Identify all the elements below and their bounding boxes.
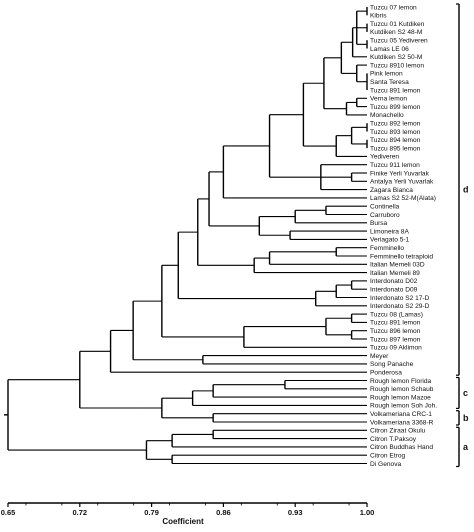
leaf-label: Interdonato D02 — [370, 278, 418, 285]
leaf-label: Femminello tetraploid — [370, 253, 433, 260]
leaf-label: Interdonato D09 — [370, 287, 418, 294]
cluster-label-a: a — [463, 442, 469, 452]
leaf-label: Tuzcu 09 Aklimon — [370, 345, 422, 352]
leaf-label: Tuzcu 07 lemon — [370, 4, 417, 11]
leaf-label: Tuzcu 911 lemon — [370, 162, 420, 169]
leaf-label: Santa Teresa — [370, 79, 409, 86]
leaf-label: Zagara Bianca — [370, 187, 413, 194]
leaf-label: Italian Memeli 03D — [370, 262, 425, 269]
leaf-label: Tuzcu 891 lemon — [370, 87, 421, 94]
leaf-label: Italian Memeli 89 — [370, 270, 420, 277]
leaf-label: Tuzcu 891 lemon — [370, 320, 421, 327]
leaf-label: Rough lemon Schaub — [370, 386, 434, 393]
leaf-label: Lamas S2 52-M(Alata) — [370, 195, 436, 202]
leaf-label: Kibris — [370, 13, 387, 20]
leaf-label: Citron Buddhas Hand — [370, 444, 433, 451]
leaf-label: Verna lemon — [370, 96, 407, 103]
leaf-label: Limoneira 8A — [370, 228, 409, 235]
x-tick-label: 0.72 — [72, 508, 87, 517]
leaf-label: Rough lemon Soh Joh. — [370, 403, 437, 410]
leaf-label: Tuzcu 892 lemon — [370, 121, 421, 128]
leaf-label: Interdonato S2 29-D — [370, 303, 430, 310]
leaf-label: Citron T.Paksoy — [370, 436, 417, 443]
leaf-label: Rough lemon Florida — [370, 378, 432, 385]
leaf-label: Tuzcu 899 lemon — [370, 104, 421, 111]
leaf-label: Pink lemon — [370, 71, 403, 78]
leaf-label: Tuzcu 08 (Lamas) — [370, 311, 423, 318]
cluster-label-b: b — [463, 413, 469, 423]
leaf-label: Tuzcu 894 lemon — [370, 137, 421, 144]
leaf-label: Carruboro — [370, 212, 400, 219]
leaf-label: Tuzcu 8910 lemon — [370, 62, 424, 69]
x-tick-label: 0.65 — [1, 508, 16, 517]
leaf-label: Volkameriana 3368-R — [370, 419, 434, 426]
x-tick-label: 0.86 — [216, 508, 231, 517]
leaf-label: Song Panache — [370, 361, 414, 368]
leaf-label: Tuzcu 896 lemon — [370, 328, 421, 335]
leaf-label: Tuzcu 895 lemon — [370, 145, 421, 152]
leaf-label: Lamas LE 06 — [370, 46, 409, 53]
leaf-label: Monachello — [370, 112, 404, 119]
leaf-label: Tuzcu 01 Kutdiken — [370, 21, 425, 28]
x-tick-label: 0.93 — [288, 508, 303, 517]
leaf-label: Interdonato S2 17-D — [370, 295, 430, 302]
leaf-label: Bursa — [370, 220, 388, 227]
leaf-label: Volkameriana CRC-1 — [370, 411, 432, 418]
leaf-label: Antalya Yerli Yuvarlak — [370, 179, 434, 186]
leaf-label: Meyer — [370, 353, 389, 360]
leaf-label: Citron Ziraat Okulu — [370, 428, 426, 435]
leaf-label: Yediveren — [370, 154, 399, 161]
leaf-label: Kutdiken S2 50-M — [370, 54, 422, 61]
leaf-label: Rough lemon Mazoe — [370, 394, 431, 401]
leaf-label: Citron Etrog — [370, 453, 406, 460]
leaf-label: Di Genova — [370, 461, 401, 468]
leaf-label: Kutdiken S2 48-M — [370, 29, 422, 36]
x-tick-label: 0.79 — [144, 508, 159, 517]
leaf-label: Veriagato 5-1 — [370, 237, 410, 244]
leaf-label: Tuzcu 893 lemon — [370, 129, 421, 136]
cluster-brackets: d c b a — [456, 3, 469, 468]
leaf-label: Tuzcu 05 Yediveren — [370, 38, 428, 45]
x-axis-title: Coefficient — [162, 517, 204, 526]
x-tick-label: 1.00 — [360, 508, 375, 517]
leaf-label: Ponderosa — [370, 370, 402, 377]
leaf-label: Femminello — [370, 245, 404, 252]
leaf-label: Finike Yerli Yuvarlak — [370, 170, 430, 177]
x-axis: Coefficient 0.65 0.72 0.79 0.86 0.93 1.00 — [1, 502, 375, 526]
leaf-label: Continella — [370, 204, 400, 211]
dendrogram-branches — [4, 7, 368, 465]
cluster-label-c: c — [463, 388, 468, 398]
leaf-label: Tuzcu 897 lemon — [370, 336, 421, 343]
cluster-label-d: d — [463, 185, 469, 195]
